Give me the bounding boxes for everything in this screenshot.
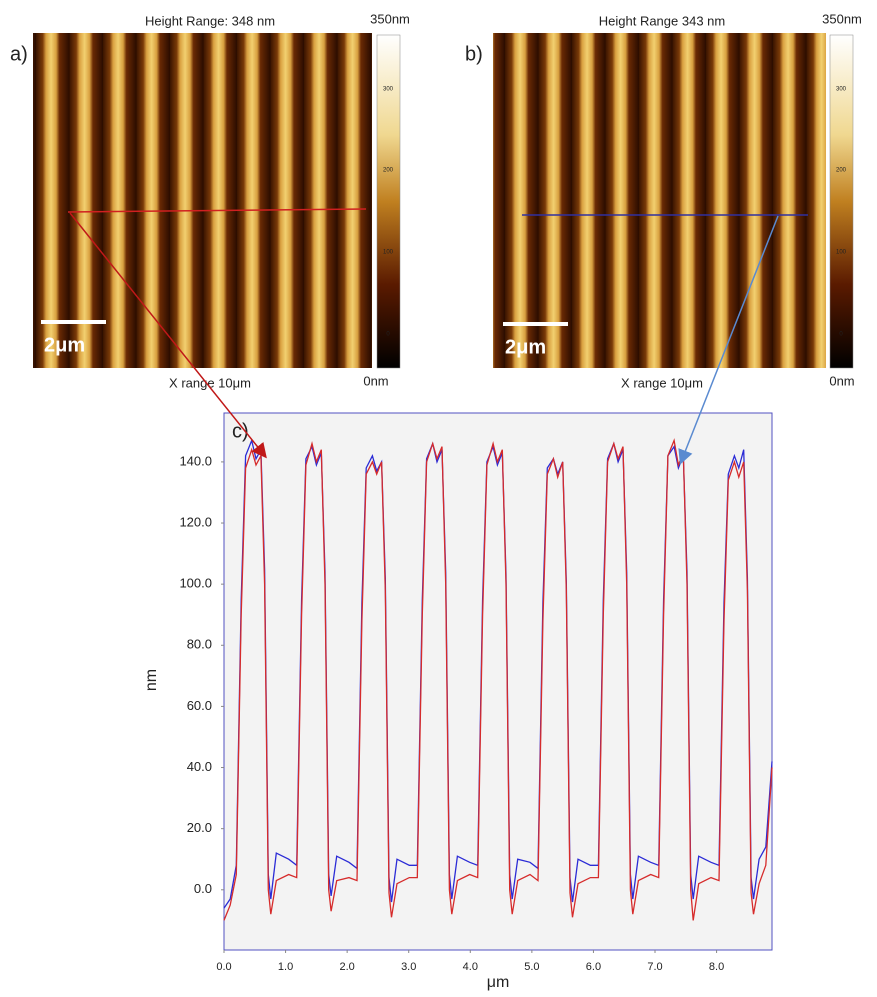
afm-image [493, 33, 826, 368]
afm-panel-b: b) Height Range 343 nm 2μm X range 10μm … [465, 11, 862, 390]
colorbar-tick: 300 [383, 87, 394, 93]
panel-label: a) [10, 43, 28, 65]
x-tick-label: 8.0 [709, 961, 724, 973]
x-tick-label: 3.0 [401, 961, 416, 973]
colorbar-tick: 200 [836, 168, 847, 174]
arrow [678, 215, 779, 465]
profile-chart: c) μm nm 0.0 20.0 40.0 60.0 80.0 100.0 120.0 14… [143, 412, 773, 991]
colorbar-max: 350nm [370, 11, 410, 26]
y-tick-label: 20.0 [187, 820, 212, 835]
y-tick-label: 0.0 [194, 881, 212, 896]
arrow [69, 212, 267, 459]
colorbar [376, 34, 401, 369]
image-title: Height Range: 348 nm [145, 13, 275, 28]
x-tick-label: 0.0 [216, 961, 231, 973]
x-tick-label: 4.0 [463, 961, 478, 973]
colorbar-min: 0nm [363, 373, 388, 388]
x-range: X range 10μm [621, 375, 703, 390]
y-tick-label: 40.0 [187, 759, 212, 774]
image-title: Height Range 343 nm [599, 13, 725, 28]
y-tick-label: 60.0 [187, 698, 212, 713]
plot-area [223, 412, 773, 951]
profile-line [223, 438, 773, 921]
x-tick-label: 5.0 [524, 961, 539, 973]
x-tick-label: 7.0 [647, 961, 662, 973]
afm-panel-a: a) Height Range: 348 nm 2μm X range 10μm… [10, 11, 410, 390]
x-tick-label: 2.0 [339, 961, 354, 973]
x-axis-label: μm [487, 974, 510, 991]
profile-line [67, 208, 367, 213]
colorbar-tick: 200 [383, 168, 394, 174]
colorbar-tick: 0 [386, 332, 390, 338]
x-tick-label: 6.0 [586, 961, 601, 973]
colorbar-tick: 100 [383, 250, 394, 256]
colorbar-max: 350nm [822, 11, 862, 26]
y-tick-label: 140.0 [179, 453, 212, 468]
panel-label: c) [232, 420, 249, 442]
scale-bar [41, 320, 106, 324]
scale-bar [503, 322, 568, 326]
x-range: X range 10μm [169, 375, 251, 390]
afm-image [33, 33, 372, 368]
x-tick-label: 1.0 [278, 961, 293, 973]
colorbar-tick: 300 [836, 87, 847, 93]
scale-bar-label: 2μm [505, 336, 546, 358]
colorbar [829, 34, 854, 369]
y-tick-label: 120.0 [179, 514, 212, 529]
colorbar-tick: 0 [839, 332, 843, 338]
y-axis-label: nm [143, 669, 160, 691]
colorbar-min: 0nm [829, 373, 854, 388]
colorbar-tick: 100 [836, 250, 847, 256]
y-tick-label: 80.0 [187, 637, 212, 652]
panel-label: b) [465, 43, 483, 65]
scale-bar-label: 2μm [44, 334, 85, 356]
y-tick-label: 100.0 [179, 576, 212, 591]
